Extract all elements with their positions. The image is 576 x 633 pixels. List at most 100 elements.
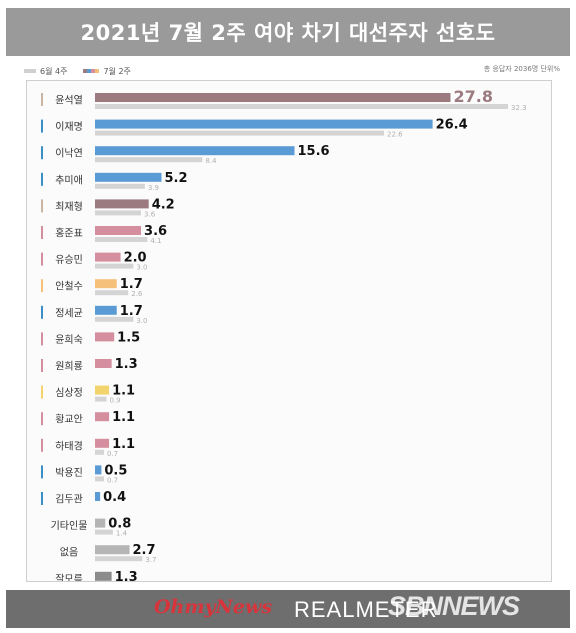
row-marker-4 bbox=[41, 199, 43, 213]
realmeter-logo: REALMETER bbox=[294, 597, 438, 622]
category-label-15: 김두관 bbox=[55, 494, 83, 506]
bar-prev-5 bbox=[95, 237, 148, 242]
category-label-10: 원희룡 bbox=[55, 361, 83, 373]
value-label-current-4: 4.2 bbox=[152, 197, 175, 212]
row-marker-13 bbox=[41, 438, 43, 452]
bar-current-7 bbox=[95, 279, 117, 289]
row-marker-1 bbox=[41, 119, 43, 133]
bar-prev-2 bbox=[95, 157, 203, 163]
row-marker-0 bbox=[41, 93, 43, 106]
bar-current-1 bbox=[95, 119, 433, 129]
value-label-prev-8: 3.0 bbox=[136, 317, 147, 325]
category-label-4: 최재형 bbox=[55, 201, 83, 213]
value-label-current-13: 1.1 bbox=[112, 437, 135, 452]
value-label-prev-4: 3.6 bbox=[144, 210, 156, 218]
bar-current-12 bbox=[95, 412, 110, 422]
bar-current-18 bbox=[95, 571, 112, 581]
bar-current-10 bbox=[95, 359, 112, 368]
row-marker-8 bbox=[41, 305, 43, 319]
value-label-prev-7: 2.6 bbox=[131, 290, 143, 298]
value-label-prev-11: 0.9 bbox=[110, 397, 121, 405]
row-marker-2 bbox=[41, 146, 43, 160]
value-label-prev-16: 1.4 bbox=[116, 530, 128, 538]
bar-prev-4 bbox=[95, 210, 142, 216]
chart-title: 2021년 7월 2주 여야 차기 대선주자 선호도 bbox=[6, 8, 570, 56]
row-marker-10 bbox=[41, 359, 43, 372]
category-label-0: 윤석열 bbox=[55, 95, 83, 107]
value-label-current-7: 1.7 bbox=[120, 277, 143, 292]
category-label-17: 없음 bbox=[60, 546, 78, 559]
bar-current-13 bbox=[95, 438, 110, 448]
row-marker-7 bbox=[41, 279, 43, 293]
value-label-current-9: 1.5 bbox=[117, 330, 140, 345]
bar-current-2 bbox=[95, 146, 295, 156]
sbnnews-watermark: SBNNEWS bbox=[388, 591, 520, 621]
row-marker-15 bbox=[41, 492, 43, 505]
value-label-prev-2: 8.4 bbox=[205, 157, 217, 165]
bar-current-15 bbox=[95, 492, 101, 501]
value-label-prev-13: 0.7 bbox=[107, 450, 118, 458]
value-label-current-12: 1.1 bbox=[112, 410, 135, 425]
row-marker-12 bbox=[41, 412, 43, 426]
category-label-2: 이낙연 bbox=[55, 148, 83, 160]
bar-current-17 bbox=[95, 545, 130, 555]
bar-chart-svg: 윤석열 27.8 32.3 이재명 26.4 22.6 이낙연 15.6 8.4 추미애 5.2 3.… bbox=[41, 87, 527, 581]
category-label-12: 황교안 bbox=[55, 414, 83, 426]
row-marker-14 bbox=[41, 465, 43, 479]
sample-info: 총 응답자 2036명 단위% bbox=[483, 65, 560, 73]
bar-prev-17 bbox=[95, 556, 143, 562]
bar-current-14 bbox=[95, 465, 102, 475]
value-label-current-5: 3.6 bbox=[144, 224, 167, 239]
value-label-current-10: 1.3 bbox=[115, 357, 138, 372]
bar-prev-16 bbox=[95, 529, 113, 535]
value-label-prev-6: 3.0 bbox=[136, 264, 147, 272]
value-label-prev-0: 32.3 bbox=[511, 104, 527, 112]
legend-swatch-curr-1 bbox=[83, 69, 88, 73]
bar-prev-0 bbox=[95, 104, 509, 109]
value-label-current-8: 1.7 bbox=[120, 304, 143, 319]
value-label-current-14: 0.5 bbox=[104, 463, 127, 478]
bar-current-0 bbox=[95, 93, 451, 102]
bar-current-8 bbox=[95, 305, 117, 315]
category-label-11: 심상정 bbox=[55, 387, 83, 399]
value-label-current-1: 26.4 bbox=[436, 118, 468, 133]
value-label-current-11: 1.1 bbox=[112, 384, 135, 399]
category-label-3: 추미애 bbox=[55, 174, 83, 186]
bar-prev-11 bbox=[95, 396, 107, 402]
bar-current-9 bbox=[95, 332, 115, 342]
bar-current-16 bbox=[95, 518, 106, 528]
bar-current-11 bbox=[95, 385, 110, 395]
row-marker-6 bbox=[41, 252, 43, 266]
category-label-13: 하태경 bbox=[55, 439, 83, 452]
bar-current-4 bbox=[95, 199, 149, 209]
category-label-6: 유승민 bbox=[55, 254, 83, 266]
bar-prev-3 bbox=[95, 183, 145, 189]
value-label-current-0: 27.8 bbox=[454, 87, 493, 106]
legend-label-curr: 7월 2주 bbox=[103, 66, 131, 76]
ohmynews-logo: OhmyNews bbox=[154, 596, 273, 618]
row-marker-9 bbox=[41, 332, 43, 346]
row-marker-11 bbox=[41, 385, 43, 399]
value-label-prev-1: 22.6 bbox=[387, 131, 403, 139]
bar-current-5 bbox=[95, 226, 142, 235]
bar-prev-13 bbox=[95, 449, 104, 455]
value-label-prev-5: 4.1 bbox=[150, 237, 161, 245]
value-label-current-15: 0.4 bbox=[103, 490, 126, 505]
category-label-9: 윤희숙 bbox=[55, 334, 83, 346]
value-label-prev-17: 3.7 bbox=[145, 556, 156, 564]
bar-prev-6 bbox=[95, 263, 134, 269]
value-label-current-18: 1.3 bbox=[115, 570, 138, 581]
category-label-1: 이재명 bbox=[55, 121, 83, 133]
footer-bar: OhmyNews REALMETER SBNNEWS bbox=[6, 590, 570, 628]
value-label-current-3: 5.2 bbox=[164, 171, 187, 186]
legend-label-prev: 6월 4주 bbox=[40, 66, 68, 76]
category-label-7: 안철수 bbox=[55, 281, 83, 293]
category-label-5: 홍준표 bbox=[55, 227, 83, 240]
legend-swatch-curr-4 bbox=[95, 69, 100, 73]
bar-current-6 bbox=[95, 252, 121, 262]
value-label-current-17: 2.7 bbox=[133, 543, 156, 558]
bar-prev-14 bbox=[95, 476, 104, 482]
legend-swatch-curr-2 bbox=[87, 69, 92, 73]
legend-swatch-curr-3 bbox=[91, 69, 96, 73]
